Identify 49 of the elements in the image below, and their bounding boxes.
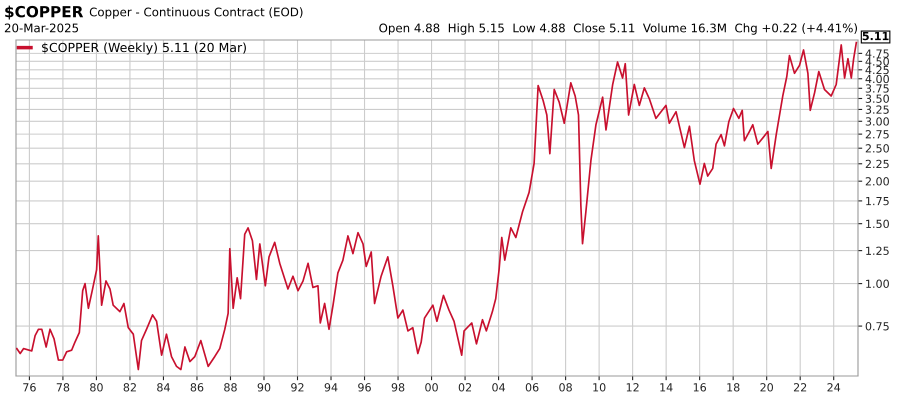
x-tick-label: 90 [258,383,270,392]
x-tick-label: 08 [559,383,572,392]
y-tick-label: 2.75 [866,130,889,139]
y-tick-label: 4.50 [865,57,889,66]
y-tick-label: 1.50 [866,220,889,228]
x-tick-label: 18 [727,383,740,392]
x-tick-label: 92 [291,383,304,392]
x-tick-label: 82 [124,383,136,392]
x-tick-label: 78 [56,383,70,392]
x-tick-label: 24 [827,383,840,392]
text: 20-Mar-2025 [4,23,78,32]
x-tick-label: 02 [458,383,472,392]
x-tick-label: 96 [358,383,371,392]
y-tick-label: 4.75 [865,49,889,58]
x-tick-label: 12 [626,383,639,392]
x-tick-label: 86 [190,383,204,392]
chart-title: $COPPER [5,6,84,20]
x-tick-label: 14 [660,383,673,392]
x-tick-label: 00 [425,383,438,392]
x-tick-label: 98 [392,383,404,392]
y-tick-label: 2.00 [866,177,889,186]
y-tick-label: 3.75 [866,84,889,93]
y-tick-label: 4.00 [865,74,889,84]
x-tick-label: 10 [593,383,606,392]
x-tick-label: 80 [90,383,103,392]
x-tick-label: 16 [694,383,706,392]
x-tick-label: 22 [794,383,806,392]
y-tick-label: 1.00 [866,280,889,288]
text: Open 4.88 High 5.15 Low 4.88 Close 5.11 Volume 16.3M Chg +0.22 (+4.41%) [379,23,857,35]
x-tick-label: 88 [224,383,237,392]
annotation: 5.11 [862,32,889,40]
x-tick-label: 06 [526,383,538,392]
y-tick-label: 3.25 [866,105,889,114]
chart-subtitle: Copper - Continuous Contract (EOD) [90,7,302,19]
x-tick-label: 76 [23,383,36,392]
y-tick-label: 4.25 [865,66,889,74]
y-tick-label: 2.50 [866,144,889,153]
x-tick-label: 20 [760,383,774,392]
legend-label: $COPPER (Weekly) 5.11 (20 Mar) [42,42,246,55]
y-tick-label: 3.00 [866,117,889,126]
y-tick-label: 1.25 [866,246,889,255]
x-tick-label: 04 [492,383,506,392]
x-tick-label: 94 [324,383,338,392]
line-series [16,42,858,370]
y-tick-label: 0.75 [866,322,889,330]
y-tick-label: 1.75 [866,197,889,206]
y-tick-label: 3.50 [866,94,889,103]
y-tick-label: 2.25 [866,160,889,168]
x-tick-label: 84 [157,383,170,392]
